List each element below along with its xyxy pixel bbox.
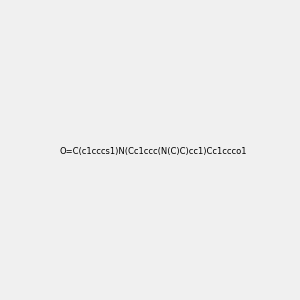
Text: O=C(c1cccs1)N(Cc1ccc(N(C)C)cc1)Cc1ccco1: O=C(c1cccs1)N(Cc1ccc(N(C)C)cc1)Cc1ccco1 xyxy=(60,147,248,156)
